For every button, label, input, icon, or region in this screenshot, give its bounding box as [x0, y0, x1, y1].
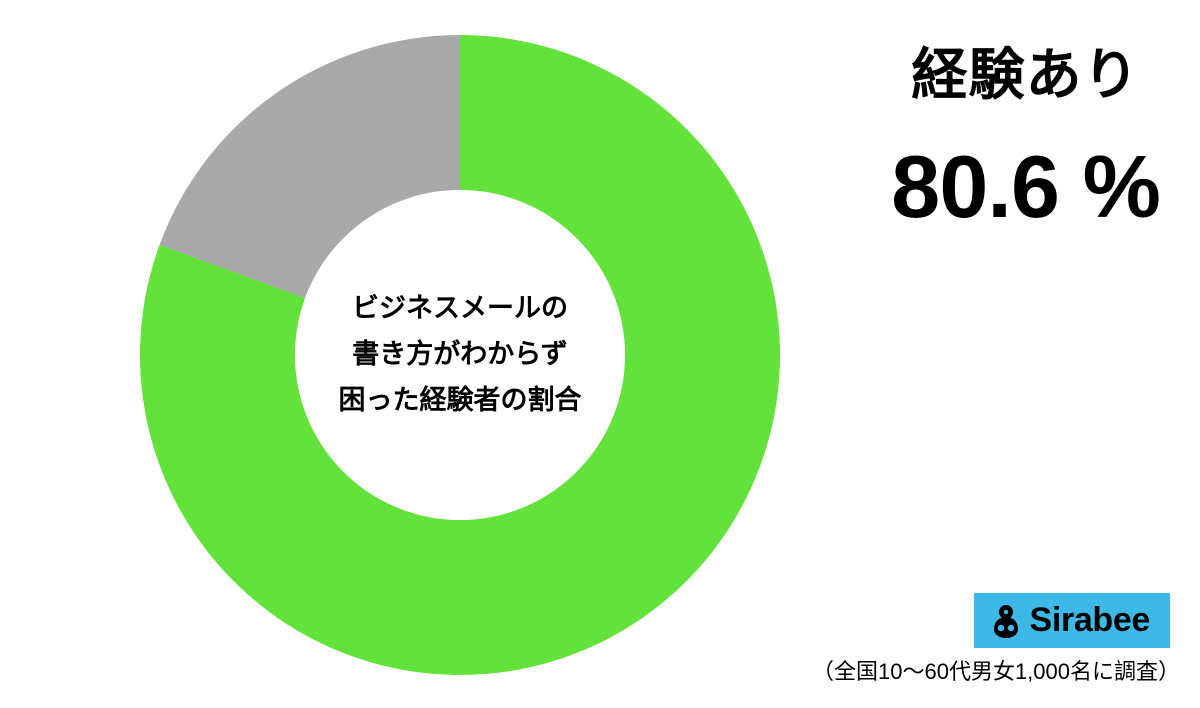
brand-logo-icon — [988, 603, 1024, 639]
callout-value: 80.6 % — [891, 136, 1160, 238]
chart-center-label: ビジネスメールの 書き方がわからず 困った経験者の割合 — [339, 286, 582, 424]
donut-chart: ビジネスメールの 書き方がわからず 困った経験者の割合 — [140, 35, 780, 675]
center-label-line2: 書き方がわからず — [339, 332, 582, 378]
center-label-line3: 困った経験者の割合 — [339, 378, 582, 424]
value-callout: 経験あり 80.6 % — [891, 30, 1160, 238]
callout-label: 経験あり — [891, 30, 1160, 111]
brand-badge: Sirabee — [974, 593, 1170, 648]
center-label-line1: ビジネスメールの — [339, 286, 582, 332]
survey-footnote: （全国10〜60代男女1,000名に調査） — [812, 654, 1180, 686]
brand-name: Sirabee — [1030, 601, 1150, 640]
